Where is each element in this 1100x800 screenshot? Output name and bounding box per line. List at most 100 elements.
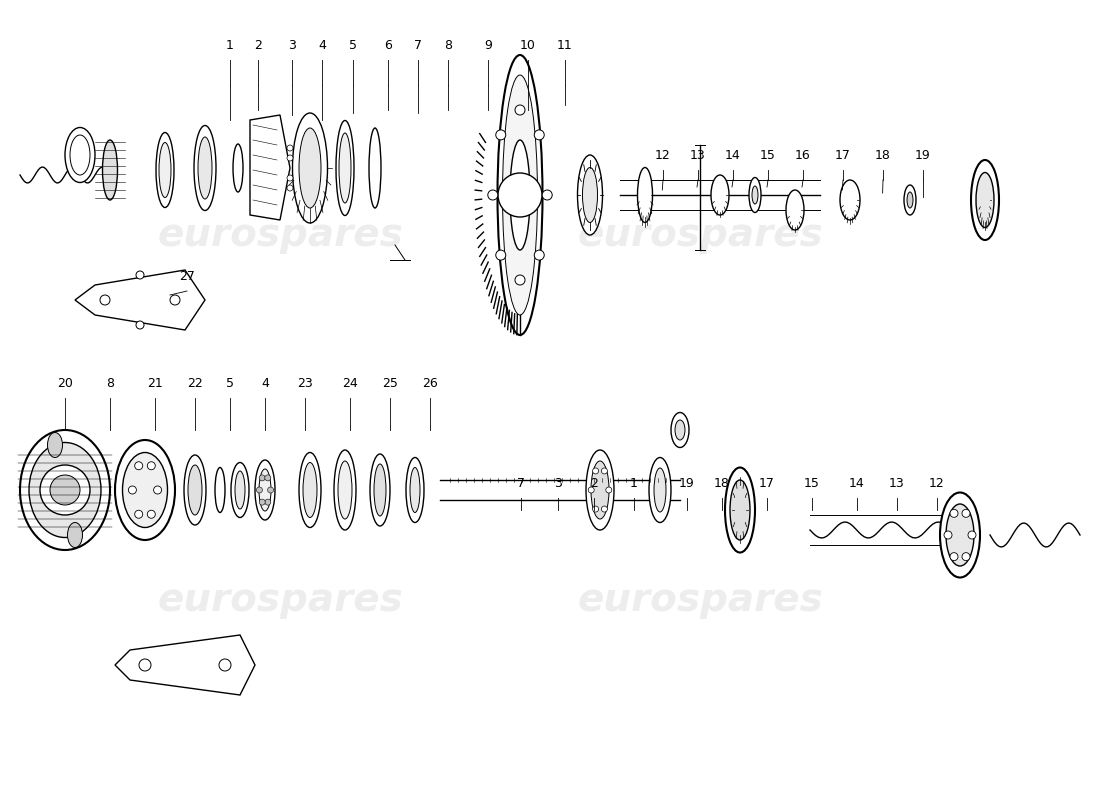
Text: 13: 13 [690,149,706,162]
Circle shape [593,506,598,512]
Circle shape [542,190,552,200]
Circle shape [219,659,231,671]
Text: 19: 19 [679,477,695,490]
Ellipse shape [786,190,804,230]
Text: 17: 17 [835,149,851,162]
Text: 2: 2 [254,39,262,52]
Circle shape [154,486,162,494]
Ellipse shape [160,142,170,198]
Ellipse shape [374,464,386,516]
Ellipse shape [235,471,245,509]
Circle shape [129,486,136,494]
Ellipse shape [946,504,974,566]
Text: 1: 1 [227,39,234,52]
Text: 14: 14 [849,477,865,490]
Ellipse shape [586,450,614,530]
Ellipse shape [711,175,729,215]
Ellipse shape [510,140,530,250]
Polygon shape [116,635,255,695]
Polygon shape [250,115,290,220]
Ellipse shape [47,433,63,458]
Text: 19: 19 [915,149,931,162]
Circle shape [962,553,970,561]
Circle shape [535,250,544,260]
Text: 16: 16 [795,149,811,162]
Circle shape [136,321,144,329]
Circle shape [962,510,970,518]
Ellipse shape [940,493,980,578]
Circle shape [287,185,293,191]
Ellipse shape [671,413,689,447]
Text: 5: 5 [349,39,358,52]
Text: 24: 24 [342,377,358,390]
Ellipse shape [649,458,671,522]
Ellipse shape [334,450,356,530]
Circle shape [950,553,958,561]
Text: 3: 3 [288,39,296,52]
Ellipse shape [299,453,321,527]
Ellipse shape [406,458,424,522]
Ellipse shape [908,192,913,208]
Ellipse shape [188,465,202,515]
Circle shape [968,531,976,539]
Circle shape [40,465,90,515]
Ellipse shape [730,480,750,540]
Circle shape [515,105,525,115]
Ellipse shape [339,133,351,203]
Text: 18: 18 [876,149,891,162]
Ellipse shape [70,135,90,175]
Ellipse shape [302,462,317,518]
Circle shape [944,531,952,539]
Ellipse shape [214,467,225,513]
Text: 27: 27 [179,270,195,283]
Circle shape [134,510,143,518]
Circle shape [496,250,506,260]
Circle shape [496,130,506,140]
Circle shape [606,487,612,493]
Text: eurospares: eurospares [157,581,403,619]
Text: 22: 22 [187,377,202,390]
Circle shape [136,271,144,279]
Circle shape [256,487,263,493]
Text: 2: 2 [590,477,598,490]
Ellipse shape [156,133,174,207]
Ellipse shape [497,55,542,335]
Circle shape [487,190,498,200]
Ellipse shape [338,461,352,519]
Text: 12: 12 [930,477,945,490]
Circle shape [147,462,155,470]
Ellipse shape [410,467,420,513]
Ellipse shape [654,468,666,512]
Circle shape [267,487,274,493]
Circle shape [134,462,143,470]
Text: 21: 21 [147,377,163,390]
Ellipse shape [233,144,243,192]
Ellipse shape [752,186,758,204]
Text: 4: 4 [261,377,268,390]
Ellipse shape [65,127,95,182]
Ellipse shape [971,160,999,240]
Text: 3: 3 [554,477,562,490]
Text: 8: 8 [444,39,452,52]
Text: 25: 25 [382,377,398,390]
Text: 1: 1 [630,477,638,490]
Ellipse shape [299,128,321,208]
Ellipse shape [29,442,101,538]
Text: 9: 9 [484,39,492,52]
Text: 6: 6 [384,39,392,52]
Ellipse shape [336,121,354,215]
Circle shape [950,510,958,518]
Ellipse shape [368,128,381,208]
Ellipse shape [231,462,249,518]
Ellipse shape [904,185,916,215]
Circle shape [50,475,80,505]
Circle shape [593,468,598,474]
Text: 4: 4 [318,39,326,52]
Circle shape [287,145,293,151]
Text: 20: 20 [57,377,73,390]
Ellipse shape [194,126,216,210]
Ellipse shape [293,113,328,223]
Ellipse shape [675,420,685,440]
Text: 15: 15 [804,477,820,490]
Text: eurospares: eurospares [578,581,823,619]
